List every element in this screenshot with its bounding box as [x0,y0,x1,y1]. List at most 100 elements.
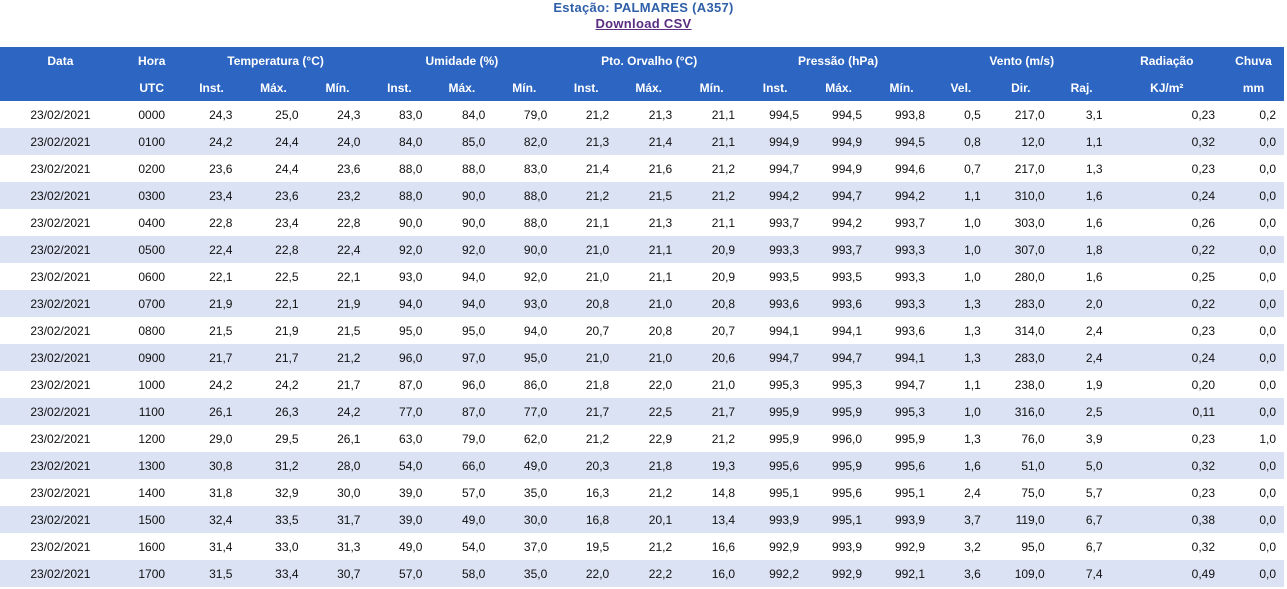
value-cell: 1,3 [933,290,989,317]
value-cell: 24,3 [182,101,241,128]
value-cell: 3,2 [933,533,989,560]
value-cell: 49,0 [493,452,556,479]
value-cell: 21,0 [555,263,618,290]
value-cell: 29,5 [240,425,307,452]
value-cell: 58,0 [430,560,494,587]
value-cell: 24,2 [306,398,369,425]
value-cell: 1,0 [933,209,989,236]
value-cell: 63,0 [368,425,431,452]
date-cell: 23/02/2021 [0,236,121,263]
table-row: 23/02/2021 1700 31,5 33,4 30,7 57,0 58,0 35,0 22… [0,560,1284,587]
value-cell: 33,0 [240,533,307,560]
value-cell: 19,5 [555,533,618,560]
header-dew-point: Pto. Orvalho (°C) [555,47,744,74]
value-cell: 79,0 [493,101,556,128]
value-cell: 90,0 [368,209,431,236]
value-cell: 92,0 [493,263,556,290]
value-cell: 31,4 [182,533,241,560]
value-cell: 0,0 [1223,479,1284,506]
value-cell: 22,9 [617,425,681,452]
value-cell: 84,0 [430,101,494,128]
value-cell: 14,8 [680,479,744,506]
value-cell: 24,2 [182,128,241,155]
value-cell: 307,0 [988,236,1053,263]
value-cell: 88,0 [493,209,556,236]
value-cell: 35,0 [493,560,556,587]
value-cell: 0,32 [1110,128,1223,155]
hour-cell: 1000 [120,371,183,398]
value-cell: 994,7 [743,155,808,182]
value-cell: 0,22 [1110,236,1223,263]
date-cell: 23/02/2021 [0,425,121,452]
value-cell: 2,4 [1052,317,1111,344]
sub-header-cell: mm [1223,74,1284,101]
hour-cell: 0800 [120,317,183,344]
table-row: 23/02/2021 0000 24,3 25,0 24,3 83,0 84,0 79,0 21… [0,101,1284,128]
value-cell: 994,5 [743,101,808,128]
value-cell: 88,0 [430,155,494,182]
table-row: 23/02/2021 0300 23,4 23,6 23,2 88,0 90,0 88,0 21… [0,182,1284,209]
sub-header-cell: Raj. [1052,74,1111,101]
value-cell: 39,0 [368,506,431,533]
value-cell: 92,0 [430,236,494,263]
value-cell: 0,0 [1223,533,1284,560]
value-cell: 2,4 [933,479,989,506]
value-cell: 0,32 [1110,452,1223,479]
value-cell: 0,2 [1223,101,1284,128]
value-cell: 1,6 [1052,263,1111,290]
value-cell: 1,1 [933,371,989,398]
value-cell: 993,3 [870,290,934,317]
value-cell: 29,0 [182,425,241,452]
value-cell: 21,0 [680,371,744,398]
value-cell: 0,0 [1223,452,1284,479]
hour-cell: 0200 [120,155,183,182]
value-cell: 21,5 [306,317,369,344]
value-cell: 0,0 [1223,155,1284,182]
sub-header-cell: Máx. [617,74,681,101]
date-cell: 23/02/2021 [0,452,121,479]
sub-header-cell: KJ/m² [1110,74,1223,101]
value-cell: 995,6 [870,452,934,479]
value-cell: 79,0 [430,425,494,452]
value-cell: 0,20 [1110,371,1223,398]
value-cell: 24,2 [182,371,241,398]
header-temperature: Temperatura (°C) [182,47,369,74]
value-cell: 33,4 [240,560,307,587]
value-cell: 3,6 [933,560,989,587]
value-cell: 5,7 [1052,479,1111,506]
value-cell: 37,0 [493,533,556,560]
download-csv-link[interactable]: Download CSV [595,16,692,31]
value-cell: 22,1 [182,263,241,290]
value-cell: 23,6 [240,182,307,209]
value-cell: 93,0 [368,263,431,290]
table-row: 23/02/2021 1400 31,8 32,9 30,0 39,0 57,0 35,0 16… [0,479,1284,506]
value-cell: 995,1 [807,506,871,533]
value-cell: 283,0 [988,290,1053,317]
value-cell: 2,0 [1052,290,1111,317]
value-cell: 993,9 [870,506,934,533]
value-cell: 51,0 [988,452,1053,479]
value-cell: 21,0 [617,344,681,371]
value-cell: 21,2 [680,182,744,209]
value-cell: 20,9 [680,236,744,263]
value-cell: 33,5 [240,506,307,533]
value-cell: 31,5 [182,560,241,587]
value-cell: 993,3 [743,236,808,263]
value-cell: 993,3 [870,263,934,290]
value-cell: 995,9 [743,398,808,425]
value-cell: 994,7 [807,344,871,371]
hour-cell: 0100 [120,128,183,155]
value-cell: 21,4 [617,128,681,155]
value-cell: 995,9 [743,425,808,452]
value-cell: 992,1 [870,560,934,587]
sub-header-cell: Inst. [368,74,431,101]
value-cell: 94,0 [493,317,556,344]
value-cell: 31,8 [182,479,241,506]
value-cell: 109,0 [988,560,1053,587]
sub-header-cell [0,74,121,101]
sub-header-cell: Inst. [182,74,241,101]
value-cell: 217,0 [988,155,1053,182]
hour-cell: 0400 [120,209,183,236]
value-cell: 21,7 [555,398,618,425]
value-cell: 77,0 [493,398,556,425]
